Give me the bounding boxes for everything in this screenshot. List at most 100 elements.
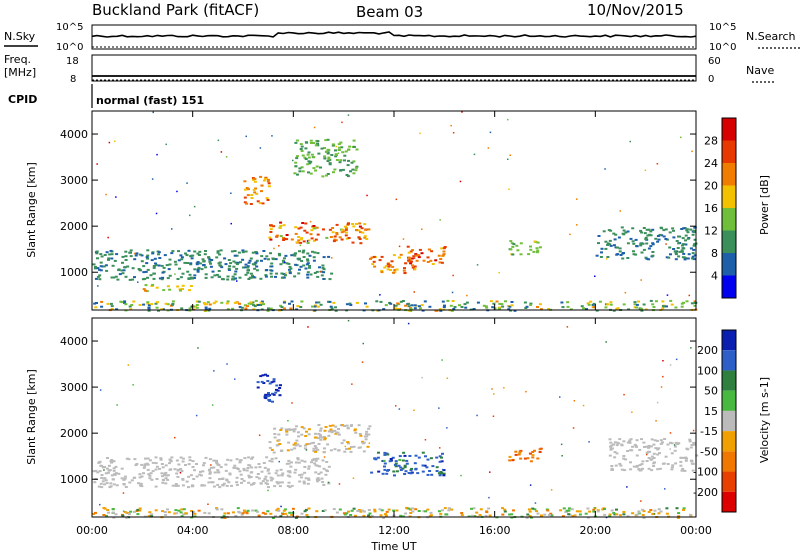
heatmap-cell xyxy=(345,227,348,230)
heatmap-cell xyxy=(359,510,363,513)
freq-unit: [MHz] xyxy=(4,66,36,79)
heatmap-cell xyxy=(138,476,142,479)
heatmap-cell xyxy=(277,439,281,442)
heatmap-cell xyxy=(472,308,476,310)
heatmap-cell xyxy=(656,235,660,237)
heatmap-cell xyxy=(300,166,304,169)
heatmap-cell xyxy=(635,454,639,457)
heatmap-cell xyxy=(669,441,672,444)
heatmap-cell xyxy=(680,228,684,230)
heatmap-cell xyxy=(393,463,397,466)
heatmap-cell xyxy=(308,254,312,257)
heatmap-cell xyxy=(216,463,220,466)
heatmap-cell xyxy=(179,276,183,279)
heatmap-cell xyxy=(328,163,332,166)
heatmap-cell xyxy=(279,450,283,452)
heatmap-cell xyxy=(532,250,536,253)
heatmap-cell xyxy=(230,222,232,225)
heatmap-cell xyxy=(626,515,630,518)
heatmap-cell xyxy=(210,464,212,466)
heatmap-cell xyxy=(297,435,301,438)
heatmap-cell xyxy=(411,249,414,252)
heatmap-cell xyxy=(322,483,326,486)
heatmap-cell xyxy=(313,272,317,274)
heatmap-cell xyxy=(109,249,113,252)
heatmap-cell xyxy=(266,395,270,398)
heatmap-cell xyxy=(533,449,536,452)
heatmap-cell xyxy=(442,247,446,250)
heatmap-cell xyxy=(279,468,283,471)
heatmap-cell xyxy=(100,300,104,303)
heatmap-cell xyxy=(282,301,286,304)
heatmap-cell xyxy=(126,512,130,515)
heatmap-cell xyxy=(600,247,604,250)
heatmap-cell xyxy=(370,256,374,259)
heatmap-cell xyxy=(498,302,502,305)
heatmap-cell xyxy=(426,473,430,476)
heatmap-cell xyxy=(140,463,144,466)
heatmap-cell xyxy=(431,263,435,265)
heatmap-cell xyxy=(232,260,236,263)
heatmap-cell xyxy=(197,254,201,256)
y-tick-label: 3000 xyxy=(60,381,88,394)
heatmap-cell xyxy=(650,458,654,461)
heatmap-cell xyxy=(207,469,211,472)
heatmap-cell xyxy=(99,482,103,485)
heatmap-cell xyxy=(305,449,308,451)
heatmap-cell xyxy=(435,466,439,469)
heatmap-cell xyxy=(110,459,114,461)
heatmap-cell xyxy=(320,436,324,439)
heatmap-cell xyxy=(651,228,655,231)
heatmap-cell xyxy=(256,304,260,306)
heatmap-cell xyxy=(327,158,331,161)
heatmap-cell xyxy=(112,511,115,514)
heatmap-cell xyxy=(241,258,245,261)
heatmap-cell xyxy=(117,472,121,475)
heatmap-cell xyxy=(639,244,643,247)
heatmap-cell xyxy=(652,443,656,446)
heatmap-cell xyxy=(393,307,397,310)
heatmap-cell xyxy=(193,515,197,518)
heatmap-cell xyxy=(307,239,311,242)
heatmap-cell xyxy=(451,300,455,302)
heatmap-cell xyxy=(144,270,148,273)
heatmap-cell xyxy=(316,142,319,145)
heatmap-cell xyxy=(238,470,242,473)
heatmap-cell xyxy=(651,303,655,306)
heatmap-cell xyxy=(265,269,269,271)
heatmap-cell xyxy=(508,305,512,308)
heatmap-cell xyxy=(392,271,395,274)
heatmap-cell xyxy=(186,182,188,184)
heatmap-cell xyxy=(233,273,237,276)
heatmap-cell xyxy=(281,472,285,475)
heatmap-cell xyxy=(282,307,286,310)
heatmap-cell xyxy=(421,376,423,379)
heatmap-cell xyxy=(288,475,292,478)
heatmap-cell xyxy=(492,415,495,417)
heatmap-cell xyxy=(269,479,273,482)
heatmap-cell xyxy=(216,483,220,486)
heatmap-cell xyxy=(642,516,646,519)
heatmap-cell xyxy=(509,309,513,312)
heatmap-cell xyxy=(306,258,309,261)
heatmap-cell xyxy=(128,513,131,516)
heatmap-cell xyxy=(279,235,283,238)
heatmap-cell xyxy=(368,425,372,428)
heatmap-cell xyxy=(274,391,278,394)
colorbar-swatch xyxy=(722,491,736,512)
heatmap-cell xyxy=(120,477,124,480)
heatmap-cell xyxy=(324,139,328,142)
heatmap-cell xyxy=(220,301,224,304)
heatmap-cell xyxy=(588,441,590,443)
heatmap-cell xyxy=(319,435,322,438)
heatmap-cell xyxy=(688,440,692,443)
heatmap-cell xyxy=(299,244,302,247)
heatmap-cell xyxy=(288,511,292,514)
heatmap-cell xyxy=(302,427,306,430)
heatmap-cell xyxy=(300,145,304,148)
heatmap-cell xyxy=(249,257,253,260)
heatmap-cell xyxy=(677,442,681,445)
heatmap-cell xyxy=(620,443,624,446)
heatmap-cell xyxy=(404,304,408,307)
heatmap-cell xyxy=(608,438,612,441)
